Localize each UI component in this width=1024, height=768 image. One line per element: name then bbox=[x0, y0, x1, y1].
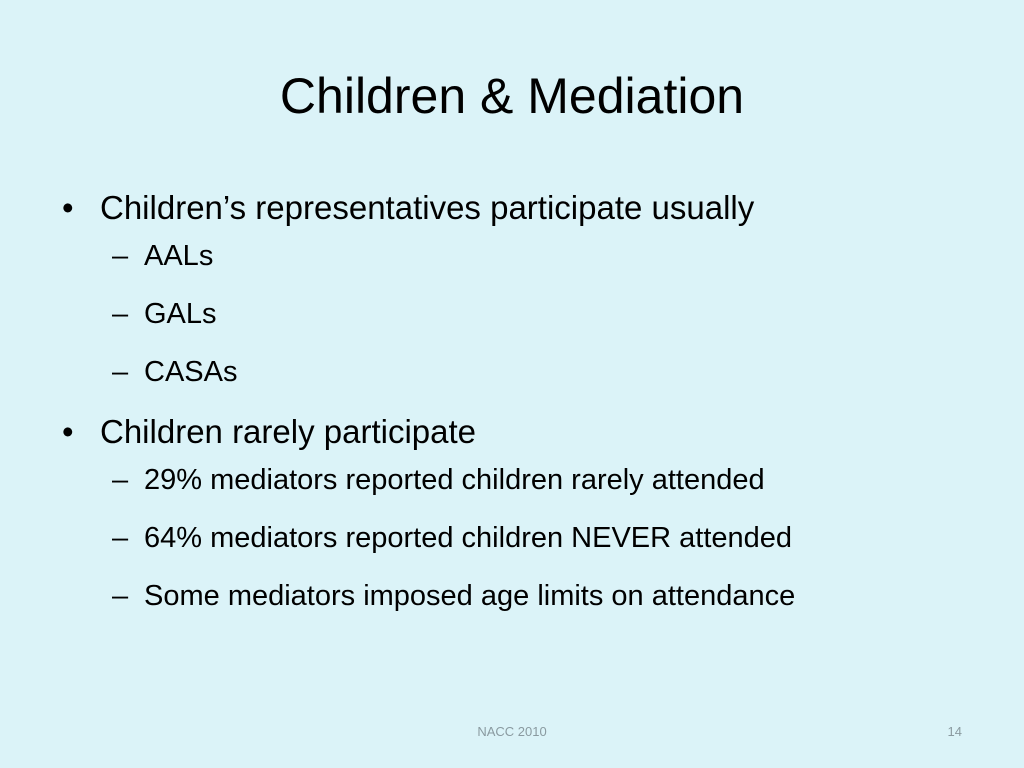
sub-item: – GALs bbox=[62, 294, 1002, 334]
sub-item: – Some mediators imposed age limits on a… bbox=[62, 576, 1002, 616]
bullet-text: Children’s representatives participate u… bbox=[100, 189, 755, 226]
sub-item-text: CASAs bbox=[144, 356, 238, 388]
dash-icon: – bbox=[112, 240, 129, 272]
sub-item-text: GALs bbox=[144, 298, 217, 330]
slide-content: • Children’s representatives participate… bbox=[62, 186, 1002, 634]
bullet-item: • Children’s representatives participate… bbox=[62, 186, 1002, 230]
dash-icon: – bbox=[112, 464, 129, 496]
sub-list: – AALs – GALs – CASAs bbox=[62, 236, 1002, 392]
dash-icon: – bbox=[112, 522, 129, 554]
bullet-icon: • bbox=[62, 189, 74, 226]
sub-item-text: 64% mediators reported children NEVER at… bbox=[144, 522, 793, 554]
dash-icon: – bbox=[112, 356, 129, 388]
bullet-item: • Children rarely participate bbox=[62, 410, 1002, 454]
slide-title: Children & Mediation bbox=[279, 68, 745, 124]
sub-item-text: AALs bbox=[144, 240, 214, 272]
sub-item: – 64% mediators reported children NEVER … bbox=[62, 518, 1002, 558]
bullet-icon: • bbox=[62, 413, 74, 450]
sub-item: – AALs bbox=[62, 236, 1002, 276]
slide-number: 14 bbox=[947, 724, 962, 739]
sub-item-text: 29% mediators reported children rarely a… bbox=[144, 464, 765, 496]
dash-icon: – bbox=[112, 580, 129, 612]
sub-item-text: Some mediators imposed age limits on att… bbox=[144, 580, 796, 612]
sub-list: – 29% mediators reported children rarely… bbox=[62, 460, 1002, 616]
bullet-text: Children rarely participate bbox=[100, 413, 477, 450]
dash-icon: – bbox=[112, 298, 129, 330]
slide-footer: NACC 2010 bbox=[477, 724, 547, 739]
sub-item: – CASAs bbox=[62, 352, 1002, 392]
sub-item: – 29% mediators reported children rarely… bbox=[62, 460, 1002, 500]
